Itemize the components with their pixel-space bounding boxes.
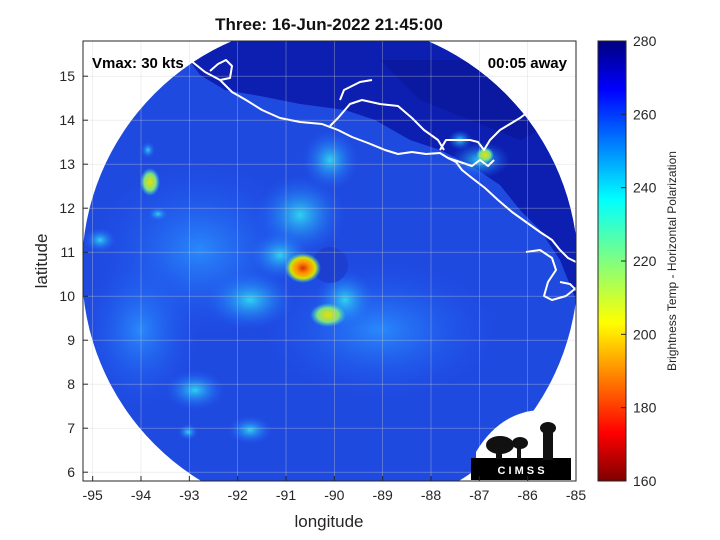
- y-tick-label: 10: [59, 288, 75, 304]
- coastline: [161, 41, 576, 301]
- x-tick-label: -88: [421, 487, 441, 503]
- x-tick-label: -91: [276, 487, 296, 503]
- y-tick-label: 9: [67, 332, 75, 348]
- y-tick-label: 11: [60, 244, 75, 260]
- y-tick-label: 14: [59, 112, 75, 128]
- colorbar: 160 180 200 220 240 260 280 Brightness Temp - …: [597, 33, 679, 489]
- x-axis: -95 -94 -93 -92 -91 -90 -89 -88 -87 -86 -85: [83, 476, 586, 503]
- colorbar-tick-label: 260: [633, 106, 657, 122]
- colorbar-label: Brightness Temp - Horizontal Polarizatio…: [665, 151, 679, 371]
- plot-frame: [82, 40, 577, 482]
- y-tick-label: 13: [59, 156, 75, 172]
- colorbar-tick-label: 180: [633, 400, 657, 416]
- x-tick-label: -93: [179, 487, 199, 503]
- y-tick-label: 8: [67, 376, 75, 392]
- x-tick-label: -95: [83, 487, 103, 503]
- brightness-temp-image: [83, 41, 576, 481]
- colorbar-tick-label: 280: [633, 33, 657, 49]
- cimss-logo: C I M S S: [471, 410, 576, 481]
- x-tick-label: -86: [518, 487, 538, 503]
- colorbar-tick-label: 200: [633, 326, 657, 342]
- plot-title: Three: 16-Jun-2022 21:45:00: [215, 15, 443, 34]
- x-tick-label: -94: [131, 487, 151, 503]
- x-tick-label: -87: [469, 487, 489, 503]
- cimss-logo-text: C I M S S: [497, 465, 544, 477]
- colorbar-ticks: 160 180 200 220 240 260 280: [621, 33, 657, 489]
- map-plot: C I M S S: [82, 40, 577, 482]
- y-axis: 6 7 8 9 10 11 12 13 14 15: [59, 68, 88, 480]
- colorbar-tick-label: 160: [633, 473, 657, 489]
- x-tick-label: -85: [566, 487, 586, 503]
- colorbar-tick-label: 240: [633, 180, 657, 196]
- y-tick-label: 7: [67, 420, 75, 436]
- y-tick-label: 12: [59, 200, 75, 216]
- y-axis-label: latitude: [32, 234, 51, 289]
- x-tick-label: -89: [373, 487, 393, 503]
- time-away-annotation: 00:05 away: [488, 55, 568, 72]
- x-tick-label: -90: [324, 487, 344, 503]
- x-axis-label: longitude: [294, 512, 363, 531]
- y-tick-label: 15: [59, 68, 75, 84]
- colorbar-tick-label: 220: [633, 253, 657, 269]
- vmax-annotation: Vmax: 30 kts: [92, 55, 184, 72]
- x-tick-label: -92: [228, 487, 248, 503]
- y-tick-label: 6: [67, 464, 75, 480]
